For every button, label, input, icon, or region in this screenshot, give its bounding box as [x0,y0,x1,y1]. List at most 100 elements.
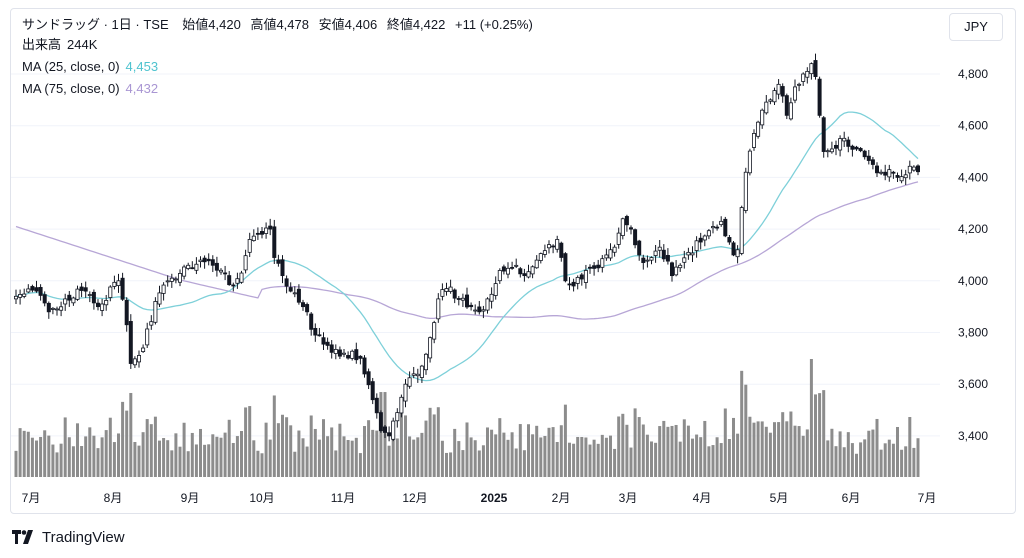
candle-body [686,251,691,256]
volume-bar [264,422,268,477]
volume-bar [473,440,477,477]
volume-bar [793,425,797,477]
volume-bar [395,438,399,477]
volume-bar [104,430,108,477]
volume-bar [358,453,362,477]
volume-bar [654,442,658,477]
symbol-title[interactable]: サンドラッグ · 1日 · TSE [22,17,169,32]
candle [788,97,793,121]
candle [870,156,875,170]
candle [879,169,884,176]
candle-body [395,412,400,422]
candle-body [731,242,736,256]
candle [448,279,453,294]
candle-body [407,377,412,387]
volume-bar [846,432,850,477]
candle [55,306,60,316]
candle [79,282,84,298]
currency-button[interactable]: JPY [949,13,1003,41]
volume-bar [674,424,678,477]
candle-body [825,150,830,153]
price-tick-label: 4,400 [958,170,988,184]
volume-bar [88,427,92,477]
price-axis[interactable]: 4,800 4,600 4,400 4,200 4,000 3,800 3,600 3,400 [958,67,988,443]
candle-body [145,328,150,346]
candle [83,281,88,298]
candle [469,302,474,311]
volume-bar [859,442,863,477]
volume-bar [174,433,178,477]
ma25-legend[interactable]: MA (25, close, 0) 4,453 [22,58,158,76]
candle [657,240,662,258]
volume-bar [186,451,190,477]
candle-body [116,280,121,286]
candle [735,245,740,264]
candle-body [870,159,875,165]
candle-body [227,275,232,286]
volume-bar [576,436,580,477]
candle-body [657,246,662,251]
candle [460,293,465,307]
candle [542,244,547,258]
volume-bar [84,436,88,477]
candle [321,332,326,351]
volume-bar [572,443,576,477]
candle-body [411,373,416,376]
candle-body [354,349,359,361]
ma25-label: MA (25, close, 0) [22,59,120,74]
candle-body [780,86,785,97]
candle-body [551,245,556,248]
candle [391,417,396,442]
candle-body [907,165,912,174]
candle [690,246,695,262]
time-tick-label: 12月 [402,491,427,505]
candle-body [575,276,580,284]
ma75-legend[interactable]: MA (75, close, 0) 4,432 [22,80,158,98]
time-axis[interactable]: 7月 8月 9月 10月 11月 12月 2025 2月 3月 4月 5月 6月 7月 [22,491,937,505]
candle-body [903,174,908,179]
candle [530,265,535,279]
candle-body [538,253,543,261]
volume-bar [785,421,789,477]
volume-bar [223,432,227,477]
candle-body [247,239,252,253]
volume-bar [363,426,366,477]
candle-body [612,246,617,253]
candle-body [784,95,789,116]
tradingview-logo[interactable]: TradingView [12,527,125,547]
candle-body [764,101,769,114]
high-value: 4,478 [276,17,309,32]
candle-body [149,321,154,326]
volume-bar [158,440,161,477]
candle-body [374,397,379,414]
ma75-value: 4,432 [125,81,159,96]
volume-bar [658,426,662,477]
chart-frame[interactable] [10,8,1016,514]
volume-bar [420,432,424,477]
candle [600,255,605,273]
candle-body [436,298,441,320]
candle [440,283,445,301]
volume-bar [371,429,375,477]
volume-bar [502,432,506,477]
volume-bar [108,417,112,477]
candle-body [370,381,375,401]
volume-bar [723,408,727,477]
volume-bar [199,428,202,477]
candle [633,228,638,249]
volume-bar [92,435,96,477]
candle [370,377,375,405]
candle [354,342,359,364]
volume-bar [486,427,489,477]
candle [678,263,683,272]
candle-body [231,284,236,287]
candle-body [719,220,724,226]
candle [842,131,847,147]
volume-bar [773,422,776,477]
candle [317,327,322,337]
candle-body [268,225,273,230]
volume-bar [416,437,420,477]
candle-body [916,165,921,173]
candle [145,322,150,348]
